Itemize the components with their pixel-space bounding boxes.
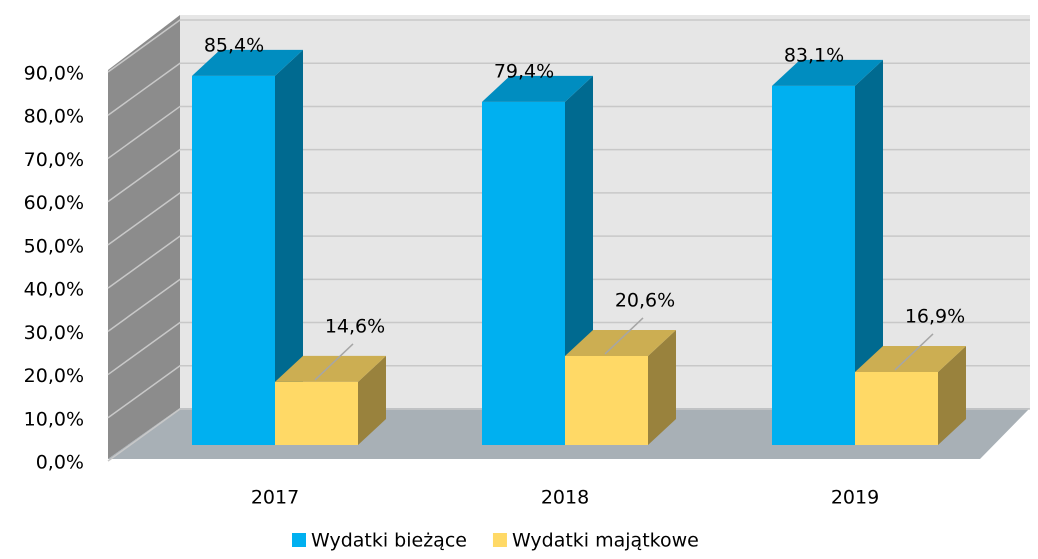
data-label: 83,1% xyxy=(784,44,844,66)
bar-face xyxy=(938,345,966,445)
legend-swatch xyxy=(492,533,507,547)
bar-face xyxy=(855,345,966,372)
grid-line xyxy=(107,408,1030,462)
y-tick-label: 40,0% xyxy=(24,279,84,301)
y-tick-label: 0,0% xyxy=(36,452,84,474)
bar-face xyxy=(275,355,386,382)
bar-face xyxy=(855,371,938,445)
bar-face xyxy=(772,59,883,86)
grid-line xyxy=(107,278,1030,332)
bar-face xyxy=(482,101,565,445)
y-tick-label: 50,0% xyxy=(24,235,84,257)
bar-face xyxy=(192,49,303,76)
bar-face xyxy=(855,59,883,445)
y-tick-label: 70,0% xyxy=(24,149,84,171)
x-tick-label: 2017 xyxy=(251,487,299,509)
bar xyxy=(192,49,303,445)
legend-label: Wydatki majątkowe xyxy=(512,530,699,552)
grid-line xyxy=(107,365,1030,419)
bar xyxy=(855,345,966,445)
legend-swatch xyxy=(292,533,306,547)
y-tick-label: 60,0% xyxy=(24,192,84,214)
bar-face xyxy=(192,75,275,445)
data-label: 20,6% xyxy=(615,289,675,311)
data-label: 79,4% xyxy=(494,60,554,82)
side-wall xyxy=(108,15,180,459)
grid-line xyxy=(107,321,1030,376)
y-tick-label: 80,0% xyxy=(24,106,84,128)
bar xyxy=(772,59,883,445)
y-tick-label: 10,0% xyxy=(24,408,84,430)
data-label: 14,6% xyxy=(325,315,385,337)
grid-line xyxy=(107,235,1030,289)
bar-face xyxy=(772,85,855,445)
bar-face xyxy=(275,49,303,445)
grid-line xyxy=(107,192,1030,246)
bar xyxy=(275,355,386,445)
grid-line xyxy=(107,148,1030,203)
data-label: 85,4% xyxy=(204,34,264,56)
grid-line xyxy=(107,105,1030,160)
bar-face xyxy=(275,381,358,445)
bar-face xyxy=(358,355,386,445)
data-label: 16,9% xyxy=(905,305,965,327)
leader-line xyxy=(314,343,354,381)
legend-label: Wydatki bieżące xyxy=(311,530,467,552)
bar-face xyxy=(565,329,676,356)
x-tick-label: 2019 xyxy=(831,487,879,509)
leader-line xyxy=(894,333,934,371)
leader-line xyxy=(604,317,644,355)
y-tick-label: 90,0% xyxy=(24,63,84,85)
y-tick-label: 20,0% xyxy=(24,365,84,387)
bar-face xyxy=(648,329,676,445)
bar-face xyxy=(482,75,593,102)
bar-face xyxy=(565,355,648,445)
grid-line xyxy=(107,19,1030,73)
bar xyxy=(565,329,676,445)
x-tick-label: 2018 xyxy=(541,487,589,509)
y-tick-label: 30,0% xyxy=(24,322,84,344)
grid-line xyxy=(107,62,1030,116)
